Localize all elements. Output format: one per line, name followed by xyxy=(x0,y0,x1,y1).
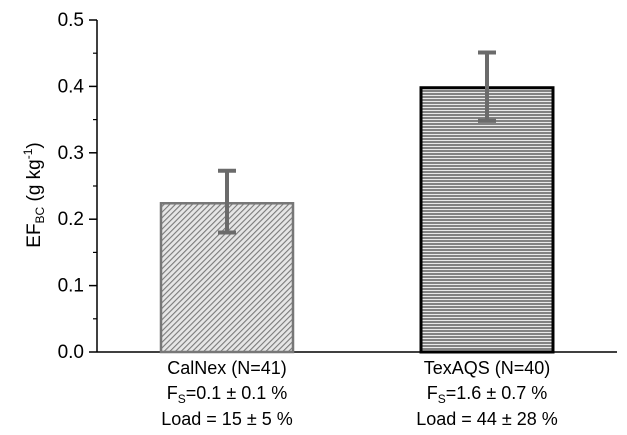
y-axis-title-unit-open: (g kg xyxy=(24,159,45,207)
category-fs-label: FS=1.6 ± 0.7 % xyxy=(427,383,547,406)
bars-group xyxy=(159,86,555,354)
y-tick-label: 0.3 xyxy=(58,143,84,164)
y-tick-label: 0.0 xyxy=(58,342,84,363)
bar-2 xyxy=(419,86,555,354)
y-tick-label: 0.4 xyxy=(58,76,85,97)
category-fs-value: =0.1 ± 0.1 % xyxy=(186,383,287,403)
category-fs-label: FS=0.1 ± 0.1 % xyxy=(167,383,287,406)
y-tick-label: 0.1 xyxy=(58,276,84,297)
category-labels-group: CalNex (N=41)FS=0.1 ± 0.1 %Load = 15 ± 5… xyxy=(161,358,557,429)
category-load-label: Load = 44 ± 28 % xyxy=(416,409,558,429)
y-axis-title-unit-close: ) xyxy=(24,142,45,148)
category-load-label: Load = 15 ± 5 % xyxy=(161,409,292,429)
y-axis-title-superscript: -1 xyxy=(21,148,35,159)
category-label: CalNex (N=41) xyxy=(167,358,287,378)
y-tick-label: 0.5 xyxy=(58,10,84,31)
y-tick-label: 0.2 xyxy=(58,209,84,230)
y-axis-title-subscript: BC xyxy=(33,206,47,223)
error-bars-group xyxy=(218,50,496,235)
y-axis-title: EFBC (g kg-1) xyxy=(21,142,47,247)
category-fs-value: =1.6 ± 0.7 % xyxy=(446,383,547,403)
category-fs-main: F xyxy=(167,383,178,403)
category-fs-subscript: S xyxy=(438,392,446,406)
category-fs-main: F xyxy=(427,383,438,403)
category-fs-subscript: S xyxy=(178,392,186,406)
y-axis: 0.0 0.1 0.2 0.3 0.4 0.5 xyxy=(58,10,98,363)
y-axis-title-main: EF xyxy=(24,223,45,247)
bar-1 xyxy=(159,202,295,354)
category-label: TexAQS (N=40) xyxy=(424,358,551,378)
